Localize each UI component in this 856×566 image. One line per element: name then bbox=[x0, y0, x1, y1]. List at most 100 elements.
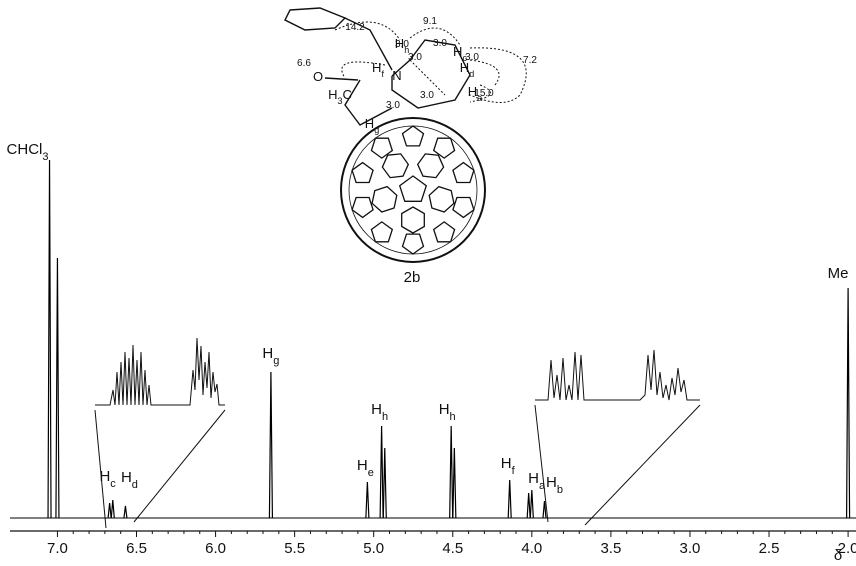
cage-face bbox=[382, 154, 408, 178]
peak bbox=[530, 490, 533, 518]
peak-label-part: H bbox=[121, 469, 132, 486]
x-tick-label: 6.5 bbox=[126, 540, 147, 557]
cage-face bbox=[453, 163, 474, 183]
peak bbox=[847, 288, 850, 518]
cage-face bbox=[352, 163, 373, 183]
peak-label-part: H bbox=[501, 455, 512, 472]
x-tick-label: 3.0 bbox=[680, 540, 701, 557]
peak bbox=[108, 503, 111, 518]
peak bbox=[124, 506, 127, 518]
figure: 7.06.56.05.55.04.54.03.53.02.52.0δCHCl3H… bbox=[0, 0, 856, 566]
peak-label: Hb bbox=[546, 474, 563, 496]
peak bbox=[48, 160, 51, 518]
x-tick-label: 3.5 bbox=[600, 540, 621, 557]
x-tick-label: 4.0 bbox=[521, 540, 542, 557]
cage-face bbox=[453, 198, 474, 218]
peak-label: CHCl3 bbox=[7, 141, 49, 163]
structure-label: 2b bbox=[404, 269, 421, 286]
peak bbox=[508, 480, 511, 518]
peak-label-part: H bbox=[371, 401, 382, 418]
peak-label: Me bbox=[828, 265, 849, 282]
peak bbox=[366, 482, 369, 518]
atom-label-part: H bbox=[395, 36, 404, 51]
atom-label: O bbox=[313, 69, 323, 84]
coupling-constant: 3.0 bbox=[433, 38, 447, 49]
peak-label-part: a bbox=[539, 480, 546, 492]
peak bbox=[56, 258, 59, 518]
atom-label-part: N bbox=[392, 68, 401, 83]
coupling-constant: 3.0 bbox=[386, 100, 400, 111]
cage-face bbox=[403, 234, 424, 254]
cage-face bbox=[418, 154, 444, 178]
peak-label: Hg bbox=[262, 345, 279, 367]
peak bbox=[453, 448, 456, 518]
atom-label-part: h bbox=[404, 45, 409, 55]
coupling-constant: 7.2 bbox=[523, 55, 537, 66]
atom-label-part: O bbox=[313, 69, 323, 84]
atom-label-part: d bbox=[469, 69, 474, 79]
x-tick-label: 7.0 bbox=[47, 540, 68, 557]
peak-label-part: g bbox=[273, 355, 279, 367]
atom-label-part: H bbox=[365, 116, 374, 131]
x-tick-label: 5.0 bbox=[363, 540, 384, 557]
peak bbox=[527, 493, 530, 518]
atom-label-part: C bbox=[343, 87, 352, 102]
peak-label-part: e bbox=[368, 467, 374, 479]
coupling-constant: 14.2 bbox=[345, 22, 365, 33]
atom-label: H3C bbox=[328, 87, 352, 106]
peak-label: Hd bbox=[121, 469, 138, 491]
atom-label-part: H bbox=[468, 84, 477, 99]
peak-label-part: d bbox=[132, 479, 138, 491]
peak bbox=[450, 426, 453, 518]
atom-label-part: g bbox=[374, 125, 379, 135]
peak-label: Hh bbox=[371, 401, 388, 423]
x-tick-label: 6.0 bbox=[205, 540, 226, 557]
peak-label-part: c bbox=[110, 478, 116, 490]
peak-label-part: H bbox=[262, 345, 273, 362]
peak-label: Ha bbox=[528, 470, 546, 492]
atom-label: Ha bbox=[468, 84, 482, 103]
peak-label-part: H bbox=[546, 474, 557, 491]
peak bbox=[380, 426, 383, 518]
cage-face bbox=[372, 187, 397, 212]
peak-label: Hh bbox=[439, 401, 456, 423]
atom-label: Hf bbox=[372, 60, 384, 79]
peak-label-part: H bbox=[357, 457, 368, 474]
atom-label-part: H bbox=[328, 87, 337, 102]
inset-right bbox=[535, 350, 700, 525]
peak-label-part: H bbox=[99, 468, 110, 485]
x-tick-label: 2.5 bbox=[759, 540, 780, 557]
fullerene-pattern bbox=[352, 126, 474, 254]
peak bbox=[111, 500, 114, 518]
peak-label-part: 3 bbox=[42, 151, 48, 163]
peak bbox=[383, 448, 386, 518]
coupling-constant: 3.0 bbox=[420, 90, 434, 101]
atom-label-part: f bbox=[381, 69, 384, 79]
peak-label-part: Me bbox=[828, 265, 849, 282]
peak-label-part: H bbox=[528, 470, 539, 487]
inset-left bbox=[95, 338, 225, 528]
peak-label: Hf bbox=[501, 455, 516, 477]
cage-face bbox=[434, 222, 455, 242]
peak-label-part: h bbox=[450, 411, 456, 423]
peak bbox=[269, 372, 272, 518]
atom-label-part: H bbox=[453, 44, 462, 59]
coupling-constant: 6.6 bbox=[297, 58, 311, 69]
coupling-constant: 9.1 bbox=[423, 16, 437, 27]
cage-face bbox=[402, 207, 425, 233]
coupling-constant: 3.0 bbox=[408, 52, 422, 63]
atom-label: N bbox=[392, 68, 401, 83]
atom-label-part: a bbox=[477, 93, 482, 103]
cage-face bbox=[352, 198, 373, 218]
peak-label-part: H bbox=[439, 401, 450, 418]
x-tick-label: 4.5 bbox=[442, 540, 463, 557]
page: 7.06.56.05.55.04.54.03.53.02.52.0δCHCl3H… bbox=[0, 0, 856, 566]
atom-label: Hg bbox=[365, 116, 379, 135]
atom-label-part: H bbox=[460, 60, 469, 75]
cage-face bbox=[403, 126, 424, 146]
peak-label: He bbox=[357, 457, 374, 479]
atom-label-part: H bbox=[372, 60, 381, 75]
x-tick-label: 5.5 bbox=[284, 540, 305, 557]
peak-label-part: h bbox=[382, 411, 388, 423]
cage-face bbox=[429, 187, 454, 212]
